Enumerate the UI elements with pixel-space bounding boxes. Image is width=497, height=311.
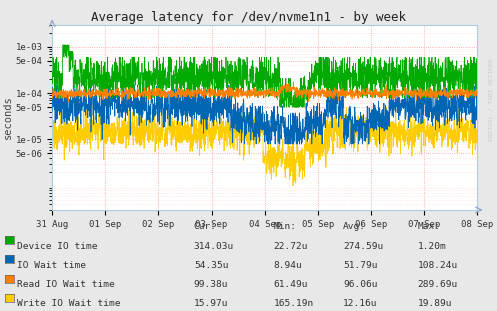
Text: 314.03u: 314.03u — [194, 242, 234, 251]
Text: 61.49u: 61.49u — [273, 280, 308, 289]
Text: Average latency for /dev/nvme1n1 - by week: Average latency for /dev/nvme1n1 - by we… — [91, 11, 406, 24]
Text: 12.16u: 12.16u — [343, 299, 377, 309]
Text: 54.35u: 54.35u — [194, 261, 228, 270]
Y-axis label: seconds: seconds — [3, 95, 13, 139]
Text: 274.59u: 274.59u — [343, 242, 383, 251]
Text: 108.24u: 108.24u — [417, 261, 458, 270]
Text: Cur:: Cur: — [194, 222, 217, 231]
Text: 289.69u: 289.69u — [417, 280, 458, 289]
Text: Write IO Wait time: Write IO Wait time — [17, 299, 121, 309]
Text: Device IO time: Device IO time — [17, 242, 98, 251]
Text: 51.79u: 51.79u — [343, 261, 377, 270]
Text: Read IO Wait time: Read IO Wait time — [17, 280, 115, 289]
Text: RRDTOOL / TOBI OETIKER: RRDTOOL / TOBI OETIKER — [489, 58, 494, 141]
Text: Avg:: Avg: — [343, 222, 366, 231]
Text: 99.38u: 99.38u — [194, 280, 228, 289]
Text: Max:: Max: — [417, 222, 440, 231]
Text: IO Wait time: IO Wait time — [17, 261, 86, 270]
Text: 96.06u: 96.06u — [343, 280, 377, 289]
Text: 8.94u: 8.94u — [273, 261, 302, 270]
Text: 1.20m: 1.20m — [417, 242, 446, 251]
Text: 22.72u: 22.72u — [273, 242, 308, 251]
Text: 165.19n: 165.19n — [273, 299, 314, 309]
Text: Min:: Min: — [273, 222, 296, 231]
Text: 19.89u: 19.89u — [417, 299, 452, 309]
Text: 15.97u: 15.97u — [194, 299, 228, 309]
